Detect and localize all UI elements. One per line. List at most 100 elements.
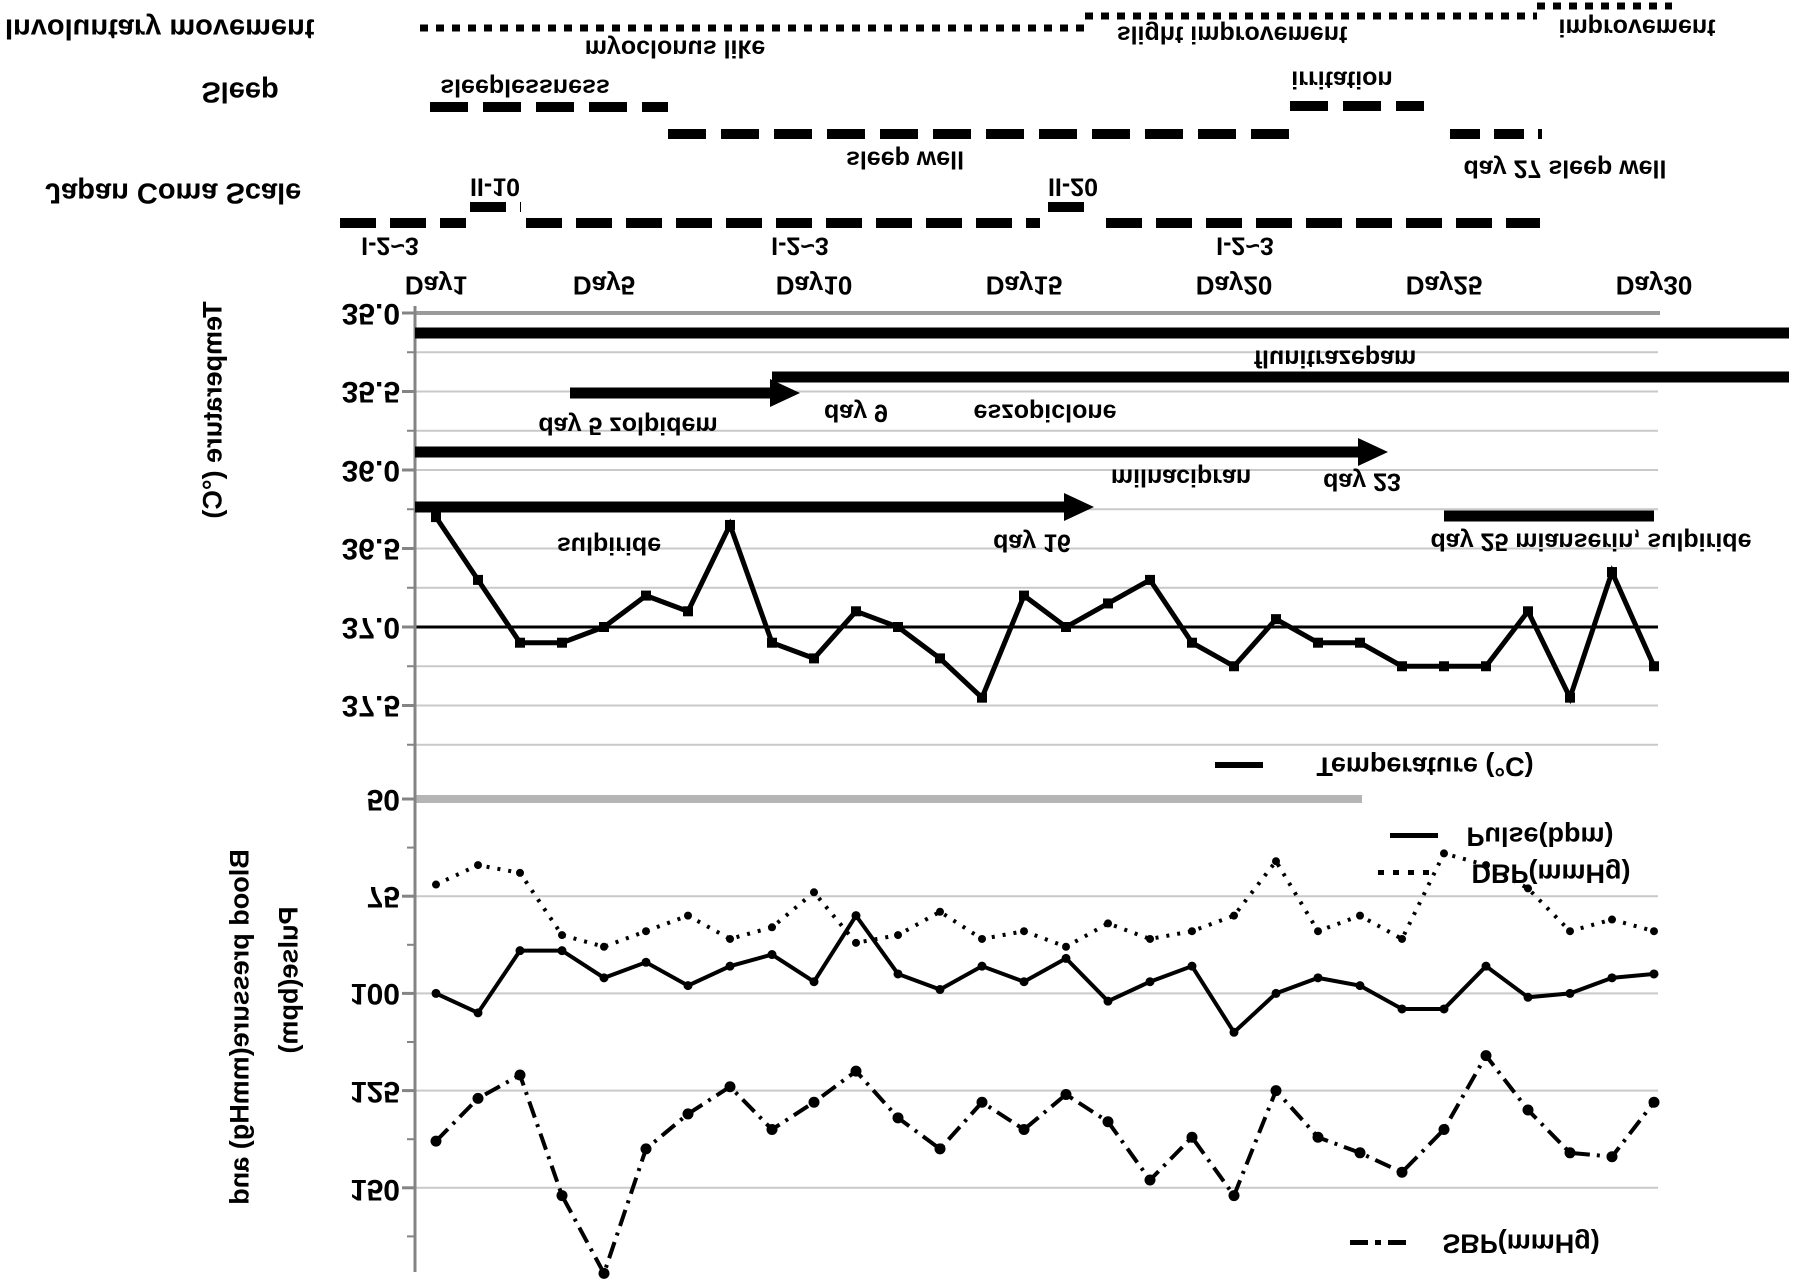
series-point-pulse xyxy=(1145,977,1155,987)
series-point-sbp xyxy=(1102,1116,1114,1128)
series-point-dbp xyxy=(1608,915,1616,924)
series-point-pulse xyxy=(515,946,525,956)
row-label-japan-coma-scale: Japan Coma Scale xyxy=(45,176,302,209)
med-label-day9: day 9 xyxy=(824,398,888,427)
series-point-temperature xyxy=(767,637,777,648)
series-point-dbp xyxy=(726,934,734,943)
series-point-dbp xyxy=(978,934,986,943)
series-point-temperature xyxy=(515,637,525,648)
series-point-pulse xyxy=(1439,1004,1449,1014)
phase-improvement: improvement xyxy=(1558,13,1716,42)
series-point-pulse xyxy=(809,977,819,987)
series-point-sbp xyxy=(514,1069,526,1081)
series-point-temperature xyxy=(1229,661,1239,672)
series-point-dbp xyxy=(1062,942,1070,951)
series-point-sbp xyxy=(1186,1131,1198,1143)
series-point-sbp xyxy=(1396,1166,1408,1178)
series-line-dbp xyxy=(435,851,1655,949)
series-point-dbp xyxy=(1146,934,1154,943)
tick-37-0: 37.0 xyxy=(341,611,400,644)
series-point-sbp xyxy=(1564,1147,1576,1159)
tick-100: 100 xyxy=(349,977,400,1010)
series-point-temperature xyxy=(641,590,651,601)
series-point-sbp xyxy=(1312,1131,1324,1143)
tick-75: 75 xyxy=(366,880,400,913)
med-label-day16: day 16 xyxy=(993,528,1071,557)
row-label-sleep: Sleep xyxy=(201,75,279,108)
series-point-temperature xyxy=(1271,614,1281,625)
series-point-pulse xyxy=(599,973,609,983)
series-point-sbp xyxy=(1438,1123,1450,1135)
series-point-dbp xyxy=(1020,927,1028,936)
med-arrowhead-sulpiride xyxy=(1064,493,1094,521)
legend-marker-pulse xyxy=(1390,833,1438,838)
tick-36-0: 36.0 xyxy=(341,454,400,487)
tick-day15: Day15 xyxy=(985,270,1063,301)
series-point-pulse xyxy=(935,985,945,995)
tick-day25: Day25 xyxy=(1405,270,1483,301)
phase-slight-improvement: slight improvement xyxy=(1116,20,1348,49)
series-point-dbp xyxy=(1566,927,1574,936)
series-point-pulse xyxy=(1061,953,1071,963)
series-point-temperature xyxy=(935,653,945,664)
med-label-zolpidem: day 5 zolpidem xyxy=(538,411,718,440)
legend-marker-temperature xyxy=(1215,762,1263,768)
series-point-dbp xyxy=(1482,861,1490,870)
series-point-sbp xyxy=(934,1143,946,1155)
med-label-flunitrazepam: flunitrazepam xyxy=(1253,344,1417,373)
jcs-level-3: I-2~3 xyxy=(771,231,829,260)
series-point-temperature xyxy=(1607,567,1617,578)
row-label-involuntary-movement: Involuntary movement xyxy=(5,12,315,45)
series-point-dbp xyxy=(810,888,818,897)
series-line-sbp xyxy=(434,1052,1656,1279)
series-point-pulse xyxy=(1565,988,1575,998)
series-point-dbp xyxy=(1314,927,1322,936)
series-point-sbp xyxy=(892,1112,904,1124)
series-point-temperature xyxy=(725,519,735,530)
med-arrowhead-zolpidem xyxy=(770,379,800,407)
tick-35-5: 35.5 xyxy=(341,375,400,408)
tick-36-5: 36.5 xyxy=(341,532,400,565)
med-label-milnacipran: milnacipran xyxy=(1110,463,1252,492)
series-point-dbp xyxy=(600,942,608,951)
legend-label-dbp: DBP(mmHg) xyxy=(1471,858,1631,889)
series-point-temperature xyxy=(1313,637,1323,648)
series-point-dbp xyxy=(1230,911,1238,920)
series-point-dbp xyxy=(894,931,902,940)
series-point-pulse xyxy=(1523,992,1533,1002)
series-point-dbp xyxy=(516,868,524,877)
series-point-dbp xyxy=(1188,927,1196,936)
series-point-pulse xyxy=(1019,977,1029,987)
series-point-sbp xyxy=(1522,1104,1534,1116)
series-point-temperature xyxy=(1145,574,1155,585)
series-point-pulse xyxy=(473,1008,483,1018)
phase-sleeplessness: sleeplessness xyxy=(440,73,610,102)
series-point-sbp xyxy=(808,1096,820,1108)
jcs-level-4: II-20 xyxy=(1047,172,1099,201)
series-point-pulse xyxy=(767,950,777,960)
series-point-sbp xyxy=(472,1092,484,1104)
series-point-temperature xyxy=(809,653,819,664)
series-point-temperature xyxy=(1439,661,1449,672)
series-point-temperature xyxy=(557,637,567,648)
series-point-pulse xyxy=(1187,961,1197,971)
series-point-dbp xyxy=(558,931,566,940)
tick-day10: Day10 xyxy=(775,270,853,301)
tick-150: 150 xyxy=(349,1173,400,1206)
series-point-dbp xyxy=(474,861,482,870)
series-point-dbp xyxy=(1104,919,1112,928)
series-point-dbp xyxy=(936,907,944,916)
series-point-pulse xyxy=(725,961,735,971)
series-point-temperature xyxy=(431,512,441,523)
bp-axis-title-line1: Blood pressure(mmHg) and xyxy=(224,849,255,1205)
series-line-pulse xyxy=(435,912,1655,1036)
series-point-sbp xyxy=(682,1108,694,1120)
med-label-day23: day 23 xyxy=(1323,467,1401,496)
series-point-dbp xyxy=(1398,934,1406,943)
series-point-temperature xyxy=(1397,661,1407,672)
series-point-sbp xyxy=(556,1190,568,1202)
series-point-sbp xyxy=(1354,1147,1366,1159)
series-point-temperature xyxy=(977,692,987,703)
